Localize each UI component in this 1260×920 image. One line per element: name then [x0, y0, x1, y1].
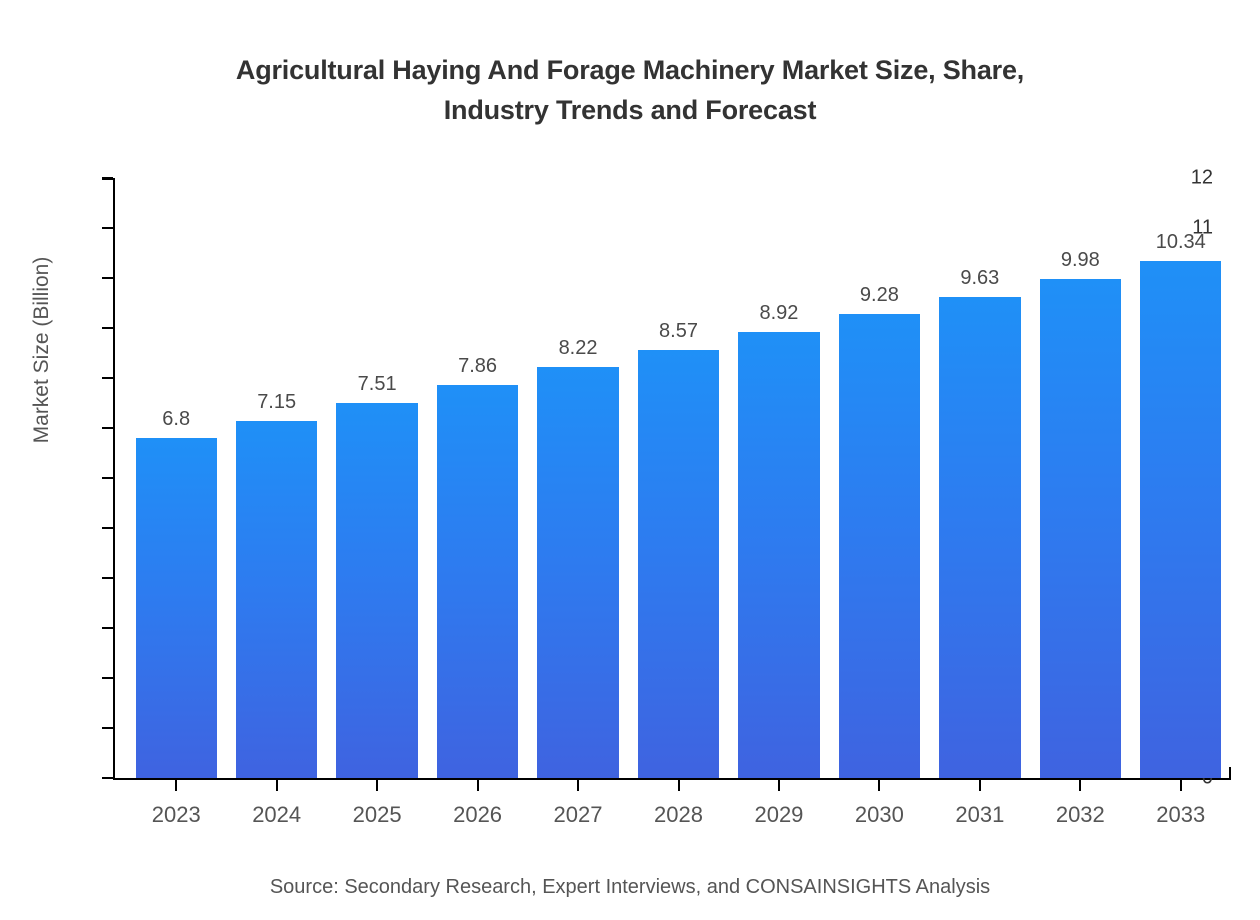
x-tick-mark	[376, 780, 379, 791]
y-tick-label: 11	[1192, 216, 1213, 239]
y-tick-mark	[102, 177, 113, 179]
bar-value-label: 7.15	[257, 390, 297, 413]
chart-title-line-2: Industry Trends and Forecast	[443, 95, 817, 125]
x-tick-mark	[175, 780, 178, 791]
x-tick-mark	[476, 780, 479, 791]
x-tick-mark	[577, 780, 580, 791]
x-tick-label: 2024	[252, 802, 302, 827]
x-tick-label: 2029	[754, 802, 804, 827]
y-tick-mark	[102, 577, 113, 579]
bar-value-label: 9.98	[1060, 249, 1100, 271]
y-tick-mark	[102, 427, 113, 429]
y-tick-mark	[102, 277, 113, 279]
bar-value-label: 8.92	[759, 302, 799, 324]
y-axis-line	[113, 178, 115, 780]
bar[interactable]: 9.98	[1039, 249, 1121, 778]
y-tick-mark	[102, 627, 113, 629]
bar[interactable]: 8.22	[537, 337, 619, 778]
x-tick-mark	[777, 780, 780, 791]
bar[interactable]: 8.57	[637, 320, 720, 778]
bar[interactable]: 8.92	[738, 302, 820, 778]
x-tick-mark	[677, 780, 680, 791]
y-tick-mark	[102, 377, 113, 379]
x-tick-label: 2026	[453, 802, 503, 827]
x-tick-label: 2031	[955, 802, 1005, 827]
x-axis-end-cap	[1229, 767, 1231, 780]
y-tick-label: 12	[1190, 166, 1213, 189]
x-tick-mark	[978, 780, 981, 791]
x-tick-label: 2030	[854, 802, 904, 827]
bar-value-label: 10.34	[1155, 231, 1206, 253]
x-tick-label: 2032	[1055, 802, 1105, 827]
chart-title-line-1: Agricultural Haying And Forage Machinery…	[235, 55, 1025, 85]
x-tick-mark	[1179, 780, 1182, 791]
chart-title: Agricultural Haying And Forage Machinery…	[0, 50, 1260, 130]
x-tick-mark	[275, 780, 278, 791]
bar-value-label: 9.28	[859, 284, 899, 306]
y-axis-top-cap	[102, 178, 115, 180]
x-tick-label: 2025	[352, 802, 402, 827]
bar[interactable]: 10.34	[1140, 231, 1222, 778]
x-axis-line	[113, 778, 1231, 780]
y-tick-mark	[102, 477, 113, 479]
y-axis-label: Market Size (Billion)	[30, 256, 53, 444]
source-note: Source: Secondary Research, Expert Inter…	[269, 876, 991, 898]
bar-value-label: 7.51	[357, 372, 397, 395]
y-tick-mark	[102, 727, 113, 729]
bar-value-label: 8.22	[558, 337, 598, 359]
plot-area: 0123456789101112 6.87.157.517.868.228.57…	[102, 167, 1231, 827]
y-tick-mark	[102, 677, 113, 679]
bar[interactable]: 9.28	[838, 284, 921, 778]
x-tick-mark	[878, 780, 881, 791]
bar[interactable]: 9.63	[939, 267, 1021, 778]
x-tick-label: 2033	[1156, 802, 1206, 827]
x-tick-label: 2023	[151, 802, 201, 827]
bar[interactable]: 7.86	[436, 355, 519, 778]
y-tick-mark	[102, 227, 113, 229]
bar-value-label: 8.57	[659, 319, 698, 342]
y-tick-mark	[102, 777, 113, 779]
x-tick-label: 2027	[553, 802, 603, 827]
bar[interactable]: 6.8	[135, 408, 217, 778]
bar-value-label: 9.63	[960, 266, 1000, 289]
y-tick-mark	[102, 527, 113, 529]
x-tick-label: 2028	[654, 802, 703, 827]
bar-value-label: 7.86	[458, 355, 498, 377]
bar-value-label: 6.8	[162, 408, 191, 430]
bar[interactable]: 7.15	[235, 391, 318, 778]
bar[interactable]: 7.51	[336, 373, 418, 778]
y-tick-mark	[102, 327, 113, 329]
x-tick-mark	[1079, 780, 1082, 791]
